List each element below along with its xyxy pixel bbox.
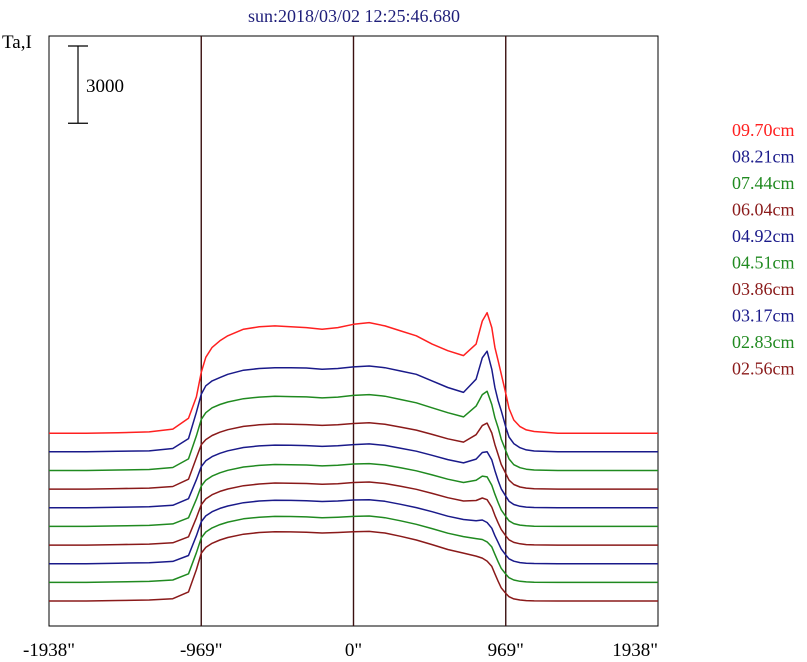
series-line-02.56cm (49, 530, 658, 602)
legend-entry-02.83cm: 02.83cm (732, 332, 795, 352)
x-tick-label-2: 0" (345, 640, 362, 661)
x-axis-ticks: -1938" -969" 0" 969" 1938" (23, 640, 658, 661)
x-tick-label-0: -1938" (23, 640, 75, 661)
series-line-04.51cm (49, 462, 658, 528)
legend-entry-06.04cm: 06.04cm (732, 200, 795, 220)
series-line-02.83cm (49, 515, 658, 584)
y-axis-label: Ta,I (2, 32, 32, 53)
series-line-06.04cm (49, 422, 658, 490)
series-line-04.92cm (49, 443, 658, 509)
x-tick-label-3: 969" (488, 640, 524, 661)
legend-entry-08.21cm: 08.21cm (732, 147, 795, 167)
series-line-03.17cm (49, 498, 658, 565)
scale-bar-label: 3000 (86, 76, 124, 97)
legend-entry-03.86cm: 03.86cm (732, 279, 795, 299)
legend-entry-04.51cm: 04.51cm (732, 253, 795, 273)
series-line-03.86cm (49, 481, 658, 546)
scale-bar: 3000 (68, 45, 124, 124)
x-tick-label-1: -969" (180, 640, 223, 661)
legend-entry-07.44cm: 07.44cm (732, 173, 795, 193)
legend: 09.70cm 08.21cm 07.44cm 06.04cm 04.92cm 04.51… (732, 120, 795, 379)
legend-entry-04.92cm: 04.92cm (732, 226, 795, 246)
series-line-08.21cm (49, 350, 658, 453)
x-tick-label-4: 1938" (612, 640, 658, 661)
legend-entry-03.17cm: 03.17cm (732, 306, 795, 326)
vertical-reference-lines (200, 36, 507, 626)
series-line-09.70cm (49, 311, 658, 434)
series-line-07.44cm (49, 390, 658, 472)
chart-title: sun:2018/03/02 12:25:46.680 (248, 6, 460, 26)
series-lines (49, 311, 658, 602)
legend-entry-09.70cm: 09.70cm (732, 120, 795, 140)
legend-entry-02.56cm: 02.56cm (732, 359, 795, 379)
